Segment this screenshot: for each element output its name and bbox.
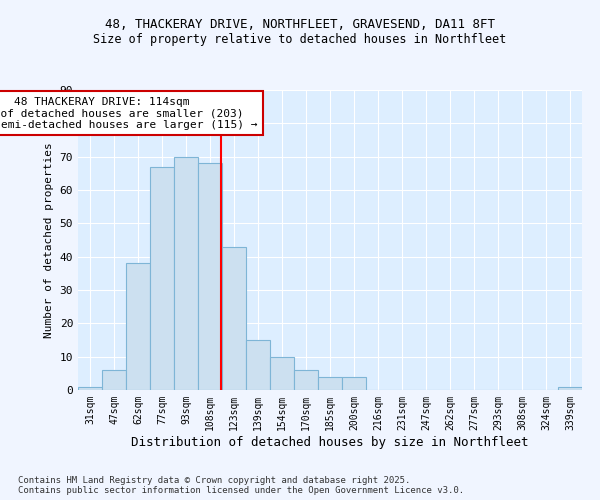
Y-axis label: Number of detached properties: Number of detached properties xyxy=(44,142,54,338)
X-axis label: Distribution of detached houses by size in Northfleet: Distribution of detached houses by size … xyxy=(131,436,529,448)
Text: 48, THACKERAY DRIVE, NORTHFLEET, GRAVESEND, DA11 8FT: 48, THACKERAY DRIVE, NORTHFLEET, GRAVESE… xyxy=(105,18,495,30)
Bar xyxy=(270,356,294,390)
Text: Contains HM Land Registry data © Crown copyright and database right 2025.
Contai: Contains HM Land Registry data © Crown c… xyxy=(18,476,464,495)
Bar xyxy=(294,370,318,390)
Bar xyxy=(102,370,126,390)
Bar xyxy=(246,340,270,390)
Text: 48 THACKERAY DRIVE: 114sqm
← 61% of detached houses are smaller (203)
35% of sem: 48 THACKERAY DRIVE: 114sqm ← 61% of deta… xyxy=(0,96,257,130)
Bar xyxy=(126,264,150,390)
Bar xyxy=(150,166,174,390)
Bar xyxy=(174,156,198,390)
Bar xyxy=(318,376,342,390)
Bar xyxy=(222,246,246,390)
Bar xyxy=(342,376,366,390)
Bar xyxy=(558,386,582,390)
Bar xyxy=(198,164,222,390)
Text: Size of property relative to detached houses in Northfleet: Size of property relative to detached ho… xyxy=(94,32,506,46)
Bar xyxy=(78,386,102,390)
